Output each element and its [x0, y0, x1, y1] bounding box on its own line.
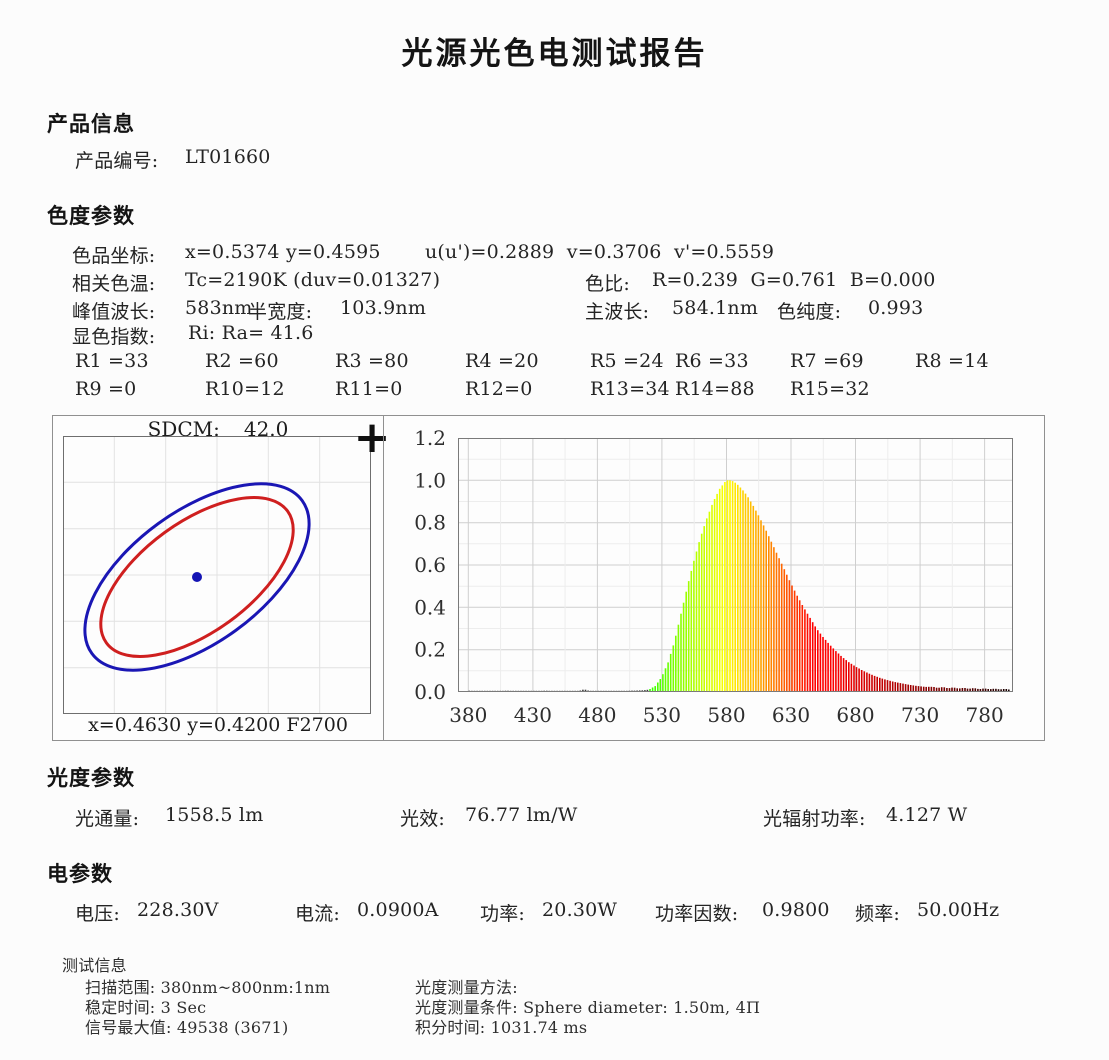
dominant-wavelength-label: 主波长:	[585, 301, 650, 323]
svg-text:1.2: 1.2	[414, 426, 446, 450]
section-heading-product: 产品信息	[47, 113, 135, 136]
svg-text:480: 480	[578, 703, 616, 727]
sdcm-plot-svg	[63, 436, 371, 714]
cri-r7: R7 =69	[790, 350, 864, 372]
flux-value: 1558.5 lm	[165, 804, 264, 826]
coords-label: 色品坐标:	[72, 245, 156, 267]
svg-text:780: 780	[966, 703, 1004, 727]
test-info-row-2: 稳定时间: 3 Sec 光度测量条件: Sphere diameter: 1.5…	[0, 994, 1109, 1017]
wavelength-row: 峰值波长: 583nm 半宽度: 103.9nm 主波长: 584.1nm 色纯…	[0, 297, 1109, 323]
test-info-row-3: 信号最大值: 49538 (3671) 积分时间: 1031.74 ms	[0, 1014, 1109, 1037]
power-factor-value: 0.9800	[762, 899, 830, 921]
cri-r11: R11=0	[335, 378, 403, 400]
svg-text:380: 380	[449, 703, 487, 727]
electrical-row: 电压: 228.30V 电流: 0.0900A 功率: 20.30W 功率因数:…	[0, 899, 1109, 925]
color-ratio-label: 色比:	[585, 273, 631, 295]
cri-r6: R6 =33	[675, 350, 749, 372]
current-label: 电流:	[295, 903, 341, 925]
cri-r5: R5 =24	[590, 350, 664, 372]
cri-r12: R12=0	[465, 378, 533, 400]
radiant-power-value: 4.127 W	[886, 804, 968, 826]
svg-text:430: 430	[514, 703, 552, 727]
cri-r13: R13=34	[590, 378, 670, 400]
test-info-heading: 测试信息	[62, 956, 127, 975]
cct-value: Tc=2190K (duv=0.01327)	[185, 269, 441, 291]
section-heading-chromaticity: 色度参数	[47, 205, 135, 228]
power-value: 20.30W	[542, 899, 618, 921]
sdcm-chart-footer: x=0.4630 y=0.4200 F2700	[88, 714, 348, 736]
test-info-row-1: 扫描范围: 380nm~800nm:1nm 光度测量方法:	[0, 974, 1109, 997]
stable-time: 稳定时间: 3 Sec	[85, 998, 207, 1017]
current-value: 0.0900A	[357, 899, 439, 921]
plus-marker-icon: +	[353, 412, 391, 463]
cri-r8: R8 =14	[915, 350, 989, 372]
dominant-wavelength-value: 584.1nm	[672, 297, 759, 319]
signal-max: 信号最大值: 49538 (3671)	[85, 1018, 289, 1037]
scan-range: 扫描范围: 380nm~800nm:1nm	[85, 978, 331, 997]
svg-text:0.0: 0.0	[414, 680, 446, 704]
svg-text:680: 680	[836, 703, 874, 727]
peak-wavelength-value: 583nm	[185, 297, 253, 319]
coords-row: 色品坐标: x=0.5374 y=0.4595 u(u')=0.2889 v=0…	[0, 241, 1109, 267]
cri-label: 显色指数:	[72, 326, 156, 348]
purity-value: 0.993	[868, 297, 924, 319]
cct-row: 相关色温: Tc=2190K (duv=0.01327) 色比: R=0.239…	[0, 269, 1109, 295]
peak-wavelength-label: 峰值波长:	[72, 301, 156, 323]
flux-label: 光通量:	[75, 808, 140, 830]
svg-text:580: 580	[707, 703, 745, 727]
cct-label: 相关色温:	[72, 273, 156, 295]
halfwidth-label: 半宽度:	[248, 301, 313, 323]
test-info-heading-row: 测试信息	[0, 952, 1109, 975]
power-factor-label: 功率因数:	[655, 903, 739, 925]
charts-panel: SDCM: 42.0 + x=0.4630 y=0.4200 F2700 0.0 0…	[52, 415, 1045, 741]
cri-row: 显色指数: Ri: Ra= 41.6	[0, 322, 1109, 348]
efficacy-label: 光效:	[400, 808, 446, 830]
svg-text:0.8: 0.8	[414, 511, 446, 535]
product-no-label: 产品编号:	[75, 150, 159, 172]
color-ratio-value: R=0.239 G=0.761 B=0.000	[652, 269, 936, 291]
panel-divider	[383, 416, 384, 740]
frequency-label: 频率:	[855, 903, 901, 925]
cri-r2: R2 =60	[205, 350, 279, 372]
cri-values-row-1: R1 =33 R2 =60 R3 =80 R4 =20 R5 =24 R6 =3…	[0, 350, 1109, 376]
svg-text:1.0: 1.0	[414, 468, 446, 492]
cri-r9: R9 =0	[75, 378, 137, 400]
spd-plot-svg: 0.0 0.2 0.4 0.6 0.8 1.0 1.2 380 430 480 530 580 630 6…	[414, 426, 1013, 727]
cri-values-row-2: R9 =0 R10=12 R11=0 R12=0 R13=34 R14=88 R…	[0, 378, 1109, 404]
coords-uv-value: u(u')=0.2889 v=0.3706 v'=0.5559	[425, 241, 775, 263]
svg-text:730: 730	[901, 703, 939, 727]
cri-r1: R1 =33	[75, 350, 149, 372]
voltage-value: 228.30V	[137, 899, 219, 921]
section-heading-photometric: 光度参数	[47, 767, 135, 790]
cri-r15: R15=32	[790, 378, 870, 400]
product-row: 产品编号: LT01660	[0, 146, 1109, 172]
voltage-label: 电压:	[75, 903, 121, 925]
svg-text:530: 530	[643, 703, 681, 727]
photometric-row: 光通量: 1558.5 lm 光效: 76.77 lm/W 光辐射功率: 4.1…	[0, 804, 1109, 830]
product-no-value: LT01660	[185, 146, 271, 168]
frequency-value: 50.00Hz	[917, 899, 1000, 921]
svg-text:0.6: 0.6	[414, 553, 446, 577]
photometric-method: 光度测量方法:	[415, 978, 518, 997]
cri-r14: R14=88	[675, 378, 755, 400]
purity-label: 色纯度:	[777, 301, 842, 323]
integration-time: 积分时间: 1031.74 ms	[415, 1018, 588, 1037]
cri-r10: R10=12	[205, 378, 285, 400]
svg-text:630: 630	[772, 703, 810, 727]
page-title: 光源光色电测试报告	[401, 36, 708, 72]
svg-text:0.2: 0.2	[414, 638, 446, 662]
coords-xy-value: x=0.5374 y=0.4595	[185, 241, 381, 263]
cri-ra-value: Ri: Ra= 41.6	[188, 322, 314, 344]
halfwidth-value: 103.9nm	[340, 297, 427, 319]
svg-text:0.4: 0.4	[414, 595, 446, 619]
cri-r4: R4 =20	[465, 350, 539, 372]
section-heading-electrical: 电参数	[47, 863, 113, 886]
efficacy-value: 76.77 lm/W	[465, 804, 578, 826]
radiant-power-label: 光辐射功率:	[763, 808, 866, 830]
measure-condition: 光度测量条件: Sphere diameter: 1.50m, 4Π	[415, 998, 761, 1017]
power-label: 功率:	[480, 903, 526, 925]
cri-r3: R3 =80	[335, 350, 409, 372]
